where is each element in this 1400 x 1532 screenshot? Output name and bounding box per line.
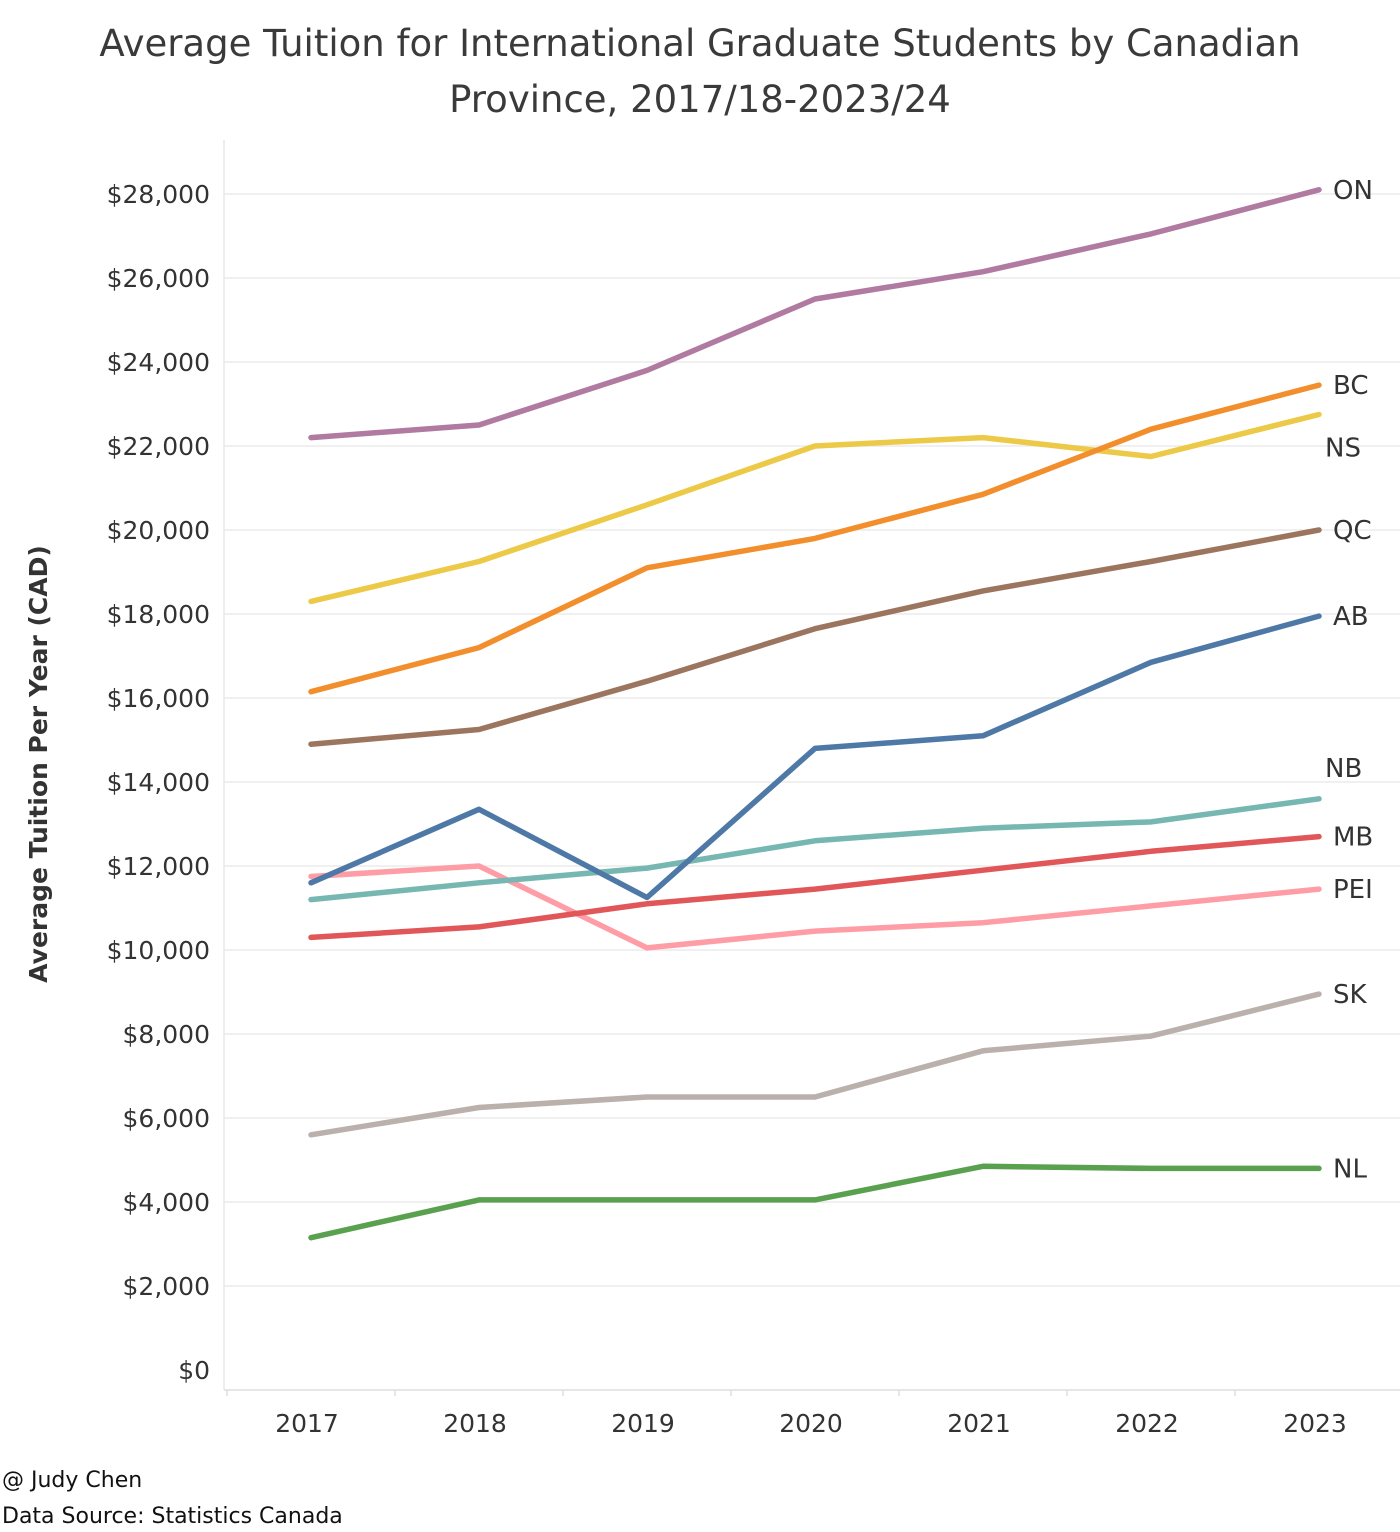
chart-title-line-1: Average Tuition for International Gradua…: [99, 22, 1300, 65]
y-tick-label: $8,000: [123, 1020, 210, 1049]
y-tick-label: $2,000: [123, 1272, 210, 1301]
y-tick-labels: $0 $2,000 $4,000 $6,000 $8,000 $10,000 $12,000…: [107, 180, 210, 1385]
series-lines: [308, 187, 1322, 1241]
x-tick-label: 2023: [1283, 1409, 1347, 1438]
gridlines: [224, 193, 1400, 1287]
x-tick-label: 2021: [947, 1409, 1011, 1438]
series-line-ab: [308, 613, 1322, 901]
y-tick-label: $14,000: [107, 768, 210, 797]
series-labels: ON BC NS QC AB NB MB PEI SK NL: [1325, 176, 1373, 1185]
series-line-pei: [308, 863, 1322, 951]
series-line-bc: [308, 382, 1322, 695]
y-tick-label: $12,000: [107, 852, 210, 881]
series-label-sk: SK: [1333, 980, 1368, 1010]
series-label-nl: NL: [1333, 1154, 1367, 1184]
series-label-qc: QC: [1333, 516, 1372, 546]
y-tick-label: $28,000: [107, 180, 210, 209]
series-line-ns: [308, 411, 1322, 605]
y-tick-label: $10,000: [107, 936, 210, 965]
series-label-mb: MB: [1333, 823, 1373, 853]
y-tick-label: $20,000: [107, 516, 210, 545]
series-line-sk: [308, 991, 1322, 1138]
y-tick-label: $6,000: [123, 1104, 210, 1133]
y-tick-label: $4,000: [123, 1188, 210, 1217]
series-line-mb: [308, 833, 1322, 941]
chart-title-line-2: Province, 2017/18-2023/24: [449, 78, 951, 121]
x-tick-label: 2019: [611, 1409, 675, 1438]
y-tick-label: $26,000: [107, 264, 210, 293]
y-tick-label: $22,000: [107, 432, 210, 461]
y-tick-label: $16,000: [107, 684, 210, 713]
series-line-nb: [308, 796, 1322, 903]
x-tick-label: 2022: [1115, 1409, 1179, 1438]
series-label-ab: AB: [1333, 602, 1369, 632]
y-tick-label: $24,000: [107, 348, 210, 377]
series-line-qc: [308, 527, 1322, 747]
series-label-ns: NS: [1325, 434, 1361, 464]
x-tick-label: 2018: [443, 1409, 507, 1438]
series-label-pei: PEI: [1333, 875, 1373, 905]
series-label-nb: NB: [1325, 754, 1362, 784]
series-line-on: [308, 187, 1322, 441]
data-source: Data Source: Statistics Canada: [2, 1504, 343, 1529]
y-axis-label: Average Tuition Per Year (CAD): [24, 545, 53, 983]
series-line-nl: [308, 1163, 1322, 1241]
x-tick-label: 2017: [275, 1409, 339, 1438]
x-tick-labels: 2017 2018 2019 2020 2021 2022 2023: [275, 1409, 1347, 1438]
x-tick-label: 2020: [779, 1409, 843, 1438]
axes: [223, 140, 1400, 1396]
y-tick-label: $18,000: [107, 600, 210, 629]
y-tick-label: $0: [178, 1356, 210, 1385]
author-credit: @ Judy Chen: [2, 1468, 142, 1493]
series-label-on: ON: [1333, 176, 1373, 206]
series-label-bc: BC: [1333, 371, 1369, 401]
